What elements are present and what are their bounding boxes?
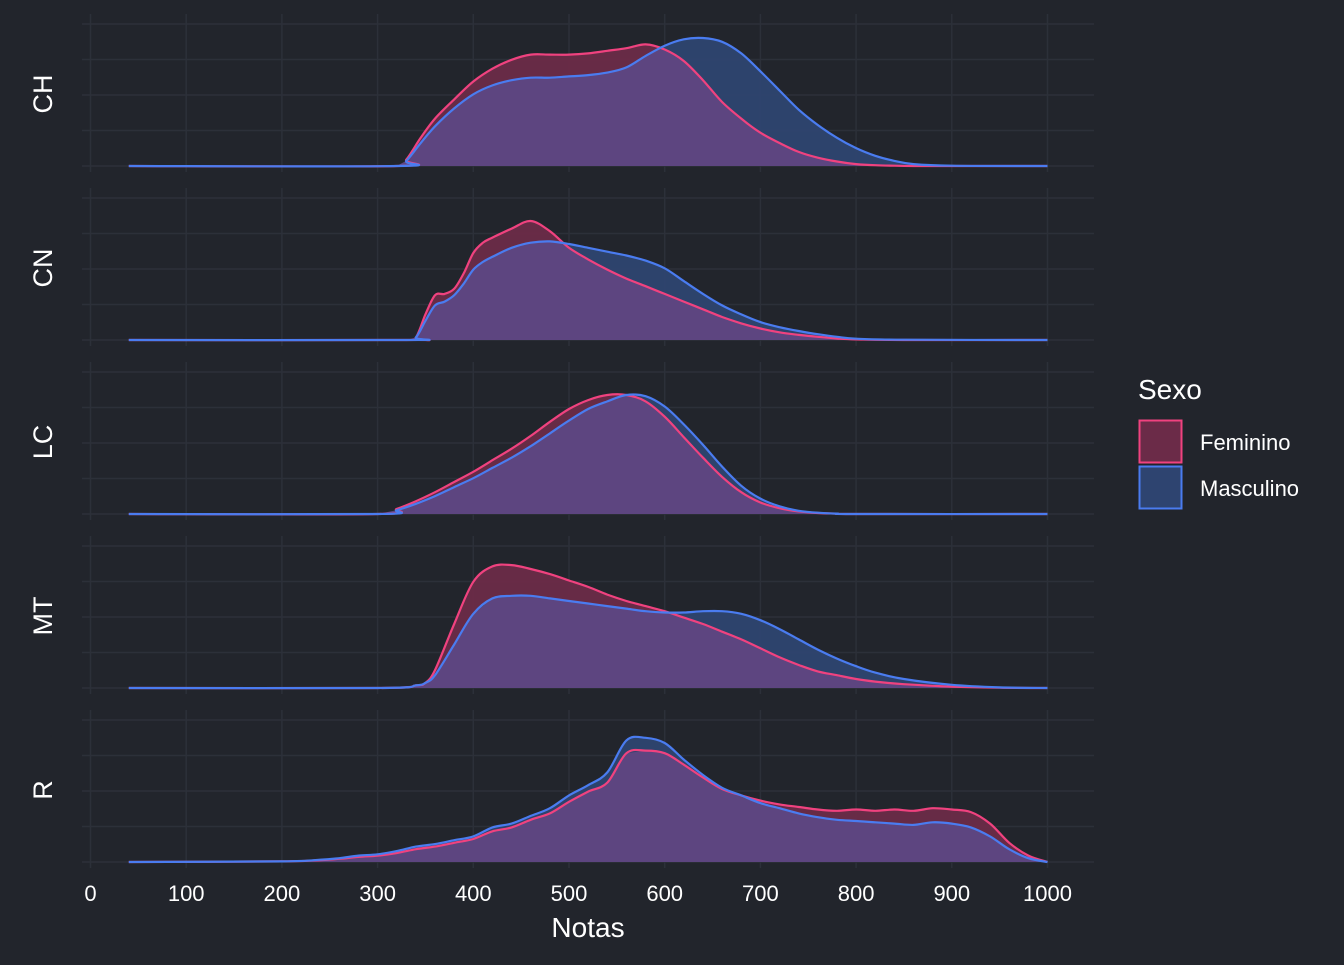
x-tick-label: 1000 bbox=[1023, 881, 1072, 906]
overlap-area-r bbox=[128, 750, 1048, 862]
x-tick-label: 100 bbox=[168, 881, 205, 906]
x-tick-label: 800 bbox=[838, 881, 875, 906]
facet-label: CN bbox=[28, 249, 58, 288]
line-masculino-cn bbox=[128, 240, 1048, 342]
facet-label: MT bbox=[28, 597, 58, 636]
line-feminino-ch bbox=[128, 43, 1048, 168]
overlap-area-cn bbox=[128, 241, 1048, 340]
line-feminino-mt bbox=[128, 563, 1048, 690]
line-masculino-lc bbox=[128, 393, 1048, 516]
overlap-area-ch bbox=[128, 48, 1048, 167]
line-feminino-r bbox=[128, 748, 1048, 864]
overlap-area-mt bbox=[128, 595, 1048, 688]
facet-panel-ch: CH bbox=[28, 14, 1094, 172]
x-tick-label: 500 bbox=[551, 881, 588, 906]
line-masculino-ch bbox=[128, 36, 1048, 168]
legend-label-masculino: Masculino bbox=[1200, 476, 1299, 501]
legend-label-feminino: Feminino bbox=[1200, 430, 1290, 455]
facet-panel-r: R bbox=[28, 710, 1094, 868]
legend-title: Sexo bbox=[1138, 374, 1202, 405]
x-tick-label: 900 bbox=[933, 881, 970, 906]
legend-swatch-masculino bbox=[1138, 465, 1183, 510]
line-feminino-cn bbox=[128, 219, 1048, 342]
facet-panels: CH CN LC MT R bbox=[28, 14, 1094, 868]
line-masculino-mt bbox=[128, 594, 1048, 690]
facet-label: R bbox=[28, 780, 58, 800]
line-masculino-r bbox=[128, 735, 1048, 864]
x-tick-label: 600 bbox=[646, 881, 683, 906]
legend-swatch-feminino bbox=[1138, 419, 1183, 464]
x-tick-label: 700 bbox=[742, 881, 779, 906]
x-tick-label: 300 bbox=[359, 881, 396, 906]
facet-panel-lc: LC bbox=[28, 362, 1094, 520]
facet-panel-cn: CN bbox=[28, 188, 1094, 346]
x-axis-title: Notas bbox=[551, 912, 624, 943]
x-tick-label: 200 bbox=[264, 881, 301, 906]
facet-panel-mt: MT bbox=[28, 536, 1094, 694]
x-tick-label: 0 bbox=[84, 881, 96, 906]
facet-label: LC bbox=[28, 425, 58, 460]
overlap-area-lc bbox=[128, 395, 1048, 514]
x-tick-label: 400 bbox=[455, 881, 492, 906]
x-axis: 0 100 200 300 400 500 600 700 800 900 1000 bbox=[84, 881, 1072, 906]
legend: Sexo Feminino Masculino bbox=[1138, 374, 1299, 510]
facet-label: CH bbox=[28, 75, 58, 114]
